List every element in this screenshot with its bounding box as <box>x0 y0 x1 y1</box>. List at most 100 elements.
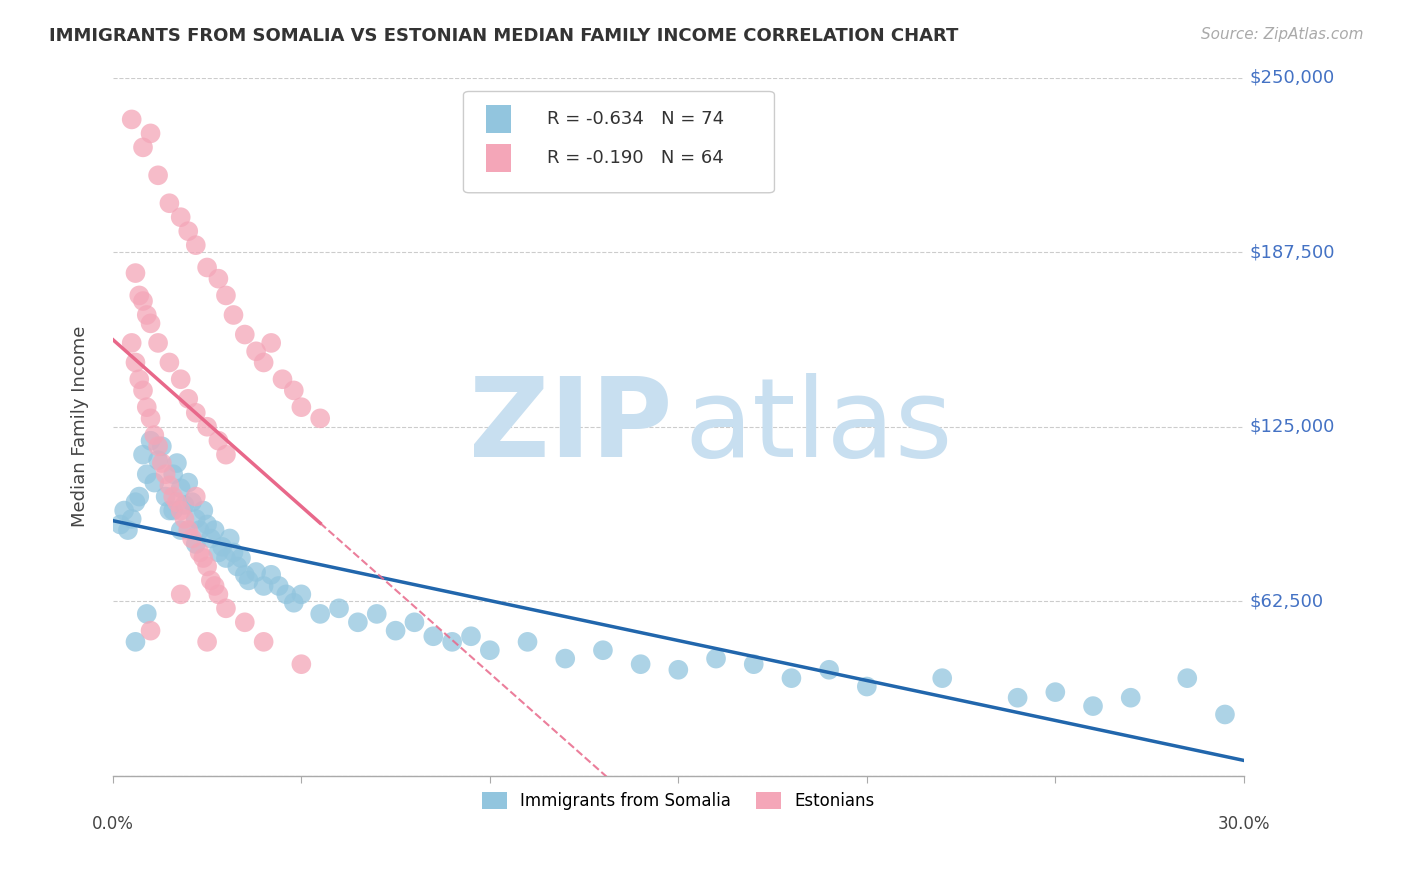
Point <box>170 372 193 386</box>
Point <box>173 512 195 526</box>
Point <box>1213 707 1236 722</box>
Text: 30.0%: 30.0% <box>1218 815 1270 833</box>
Point <box>112 503 135 517</box>
Text: $62,500: $62,500 <box>1250 592 1323 610</box>
Point <box>143 428 166 442</box>
Point <box>121 335 143 350</box>
Point <box>253 355 276 369</box>
Point <box>124 266 146 280</box>
Point <box>177 523 200 537</box>
Point <box>188 523 211 537</box>
Point <box>309 607 332 621</box>
Point <box>253 635 276 649</box>
Point <box>177 475 200 490</box>
Point <box>177 224 200 238</box>
Point <box>204 523 226 537</box>
Point <box>460 629 482 643</box>
Point <box>162 490 184 504</box>
Point <box>166 456 188 470</box>
Point <box>276 587 298 601</box>
Point <box>1081 699 1104 714</box>
Point <box>181 532 204 546</box>
Point <box>132 140 155 154</box>
Point <box>404 615 426 630</box>
Point <box>184 238 207 252</box>
Point <box>207 545 229 559</box>
Point <box>155 490 177 504</box>
Text: 0.0%: 0.0% <box>91 815 134 833</box>
Point <box>516 635 538 649</box>
Point <box>233 615 256 630</box>
Point <box>184 490 207 504</box>
Point <box>260 335 283 350</box>
Point <box>211 540 233 554</box>
Point <box>347 615 370 630</box>
Point <box>195 635 218 649</box>
Point <box>742 657 765 672</box>
Point <box>271 372 294 386</box>
Point <box>554 651 576 665</box>
Text: Source: ZipAtlas.com: Source: ZipAtlas.com <box>1201 27 1364 42</box>
Point <box>592 643 614 657</box>
Point <box>1175 671 1198 685</box>
Point <box>200 574 222 588</box>
Point <box>215 551 238 566</box>
Point <box>135 308 157 322</box>
Point <box>931 671 953 685</box>
FancyBboxPatch shape <box>486 144 510 172</box>
Point <box>128 288 150 302</box>
Point <box>139 434 162 448</box>
Point <box>170 587 193 601</box>
Point <box>215 448 238 462</box>
Point <box>704 651 727 665</box>
Point <box>150 456 173 470</box>
Point <box>124 355 146 369</box>
Point <box>170 211 193 225</box>
Point <box>170 523 193 537</box>
Point <box>132 448 155 462</box>
Point <box>150 439 173 453</box>
Point <box>184 406 207 420</box>
Point <box>290 400 312 414</box>
Point <box>139 624 162 638</box>
FancyBboxPatch shape <box>464 92 775 193</box>
Point <box>124 495 146 509</box>
Point <box>1045 685 1067 699</box>
Point <box>366 607 388 621</box>
Y-axis label: Median Family Income: Median Family Income <box>72 326 89 527</box>
Point <box>245 565 267 579</box>
Point <box>818 663 841 677</box>
Point <box>146 335 169 350</box>
Point <box>166 495 188 509</box>
Point <box>135 400 157 414</box>
Point <box>283 384 305 398</box>
Point <box>184 537 207 551</box>
Point <box>233 327 256 342</box>
Text: $250,000: $250,000 <box>1250 69 1334 87</box>
Point <box>290 587 312 601</box>
Point <box>170 481 193 495</box>
Point <box>215 601 238 615</box>
Point <box>666 663 689 677</box>
Point <box>139 127 162 141</box>
Point <box>146 169 169 183</box>
Point <box>1119 690 1142 705</box>
Point <box>204 579 226 593</box>
Text: R = -0.190   N = 64: R = -0.190 N = 64 <box>547 149 724 167</box>
Point <box>132 293 155 308</box>
Point <box>218 532 240 546</box>
Point <box>181 495 204 509</box>
Text: $187,500: $187,500 <box>1250 244 1334 261</box>
Point <box>157 478 180 492</box>
Point <box>238 574 260 588</box>
Point <box>139 411 162 425</box>
Point <box>195 517 218 532</box>
Text: $125,000: $125,000 <box>1250 417 1334 435</box>
Point <box>328 601 350 615</box>
FancyBboxPatch shape <box>486 105 510 134</box>
Point <box>128 372 150 386</box>
Point <box>146 439 169 453</box>
Point <box>195 559 218 574</box>
Point <box>384 624 406 638</box>
Point <box>441 635 464 649</box>
